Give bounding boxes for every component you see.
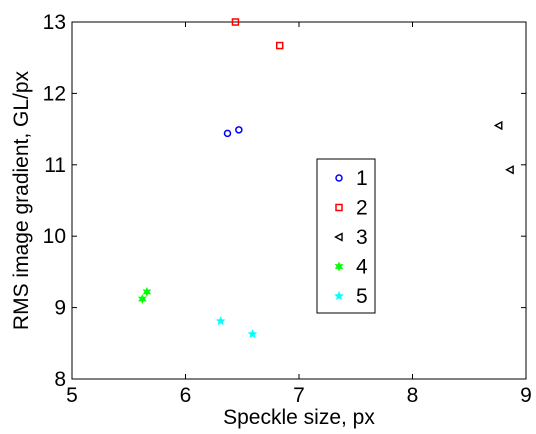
legend-marker xyxy=(334,290,344,301)
legend-marker xyxy=(335,203,343,212)
legend-label: 4 xyxy=(356,256,368,279)
data-point xyxy=(142,286,152,297)
legend-label: 1 xyxy=(356,167,368,190)
legend-label: 2 xyxy=(356,197,368,220)
legend: 1 2 3 4 5 xyxy=(316,158,376,314)
legend-label: 3 xyxy=(356,226,368,249)
y-tick-labels: 8 9 10 11 12 13 xyxy=(43,11,66,391)
axes xyxy=(71,21,527,380)
legend-item: 2 xyxy=(335,197,368,220)
tick-marks xyxy=(71,21,527,380)
x-tick-label: 7 xyxy=(293,384,305,407)
y-tick-label: 9 xyxy=(54,297,66,320)
legend-marker xyxy=(335,174,343,182)
legend-item: 4 xyxy=(334,256,368,279)
data-point xyxy=(223,129,232,138)
legend-label: 5 xyxy=(356,285,368,308)
x-tick-label: 6 xyxy=(180,384,192,407)
legend-item: 5 xyxy=(334,285,368,308)
y-axis-label: RMS image gradient, GL/px xyxy=(10,70,33,330)
data-point xyxy=(493,120,503,131)
x-axis-label: Speckle size, px xyxy=(223,406,375,429)
x-tick-label: 9 xyxy=(520,384,532,407)
plot-area-frame xyxy=(71,21,527,380)
y-tick-label: 13 xyxy=(43,11,66,34)
legend-box xyxy=(316,158,376,314)
x-tick-labels: 5 6 7 8 9 xyxy=(66,384,532,407)
data-points xyxy=(138,18,514,339)
data-point xyxy=(138,294,147,305)
y-tick-label: 11 xyxy=(44,154,66,177)
y-tick-label: 12 xyxy=(43,82,66,105)
data-point xyxy=(235,126,243,134)
x-tick-label: 8 xyxy=(407,384,419,407)
legend-item: 1 xyxy=(335,167,368,190)
y-tick-label: 10 xyxy=(43,225,66,248)
data-point xyxy=(505,165,514,175)
data-point xyxy=(275,41,284,50)
legend-item: 3 xyxy=(334,226,368,249)
x-tick-label: 5 xyxy=(66,384,78,407)
data-point xyxy=(215,316,226,326)
data-point xyxy=(247,328,258,339)
legend-marker xyxy=(334,261,344,272)
data-point xyxy=(231,18,240,26)
y-tick-label: 8 xyxy=(54,368,66,391)
legend-marker xyxy=(334,232,343,242)
